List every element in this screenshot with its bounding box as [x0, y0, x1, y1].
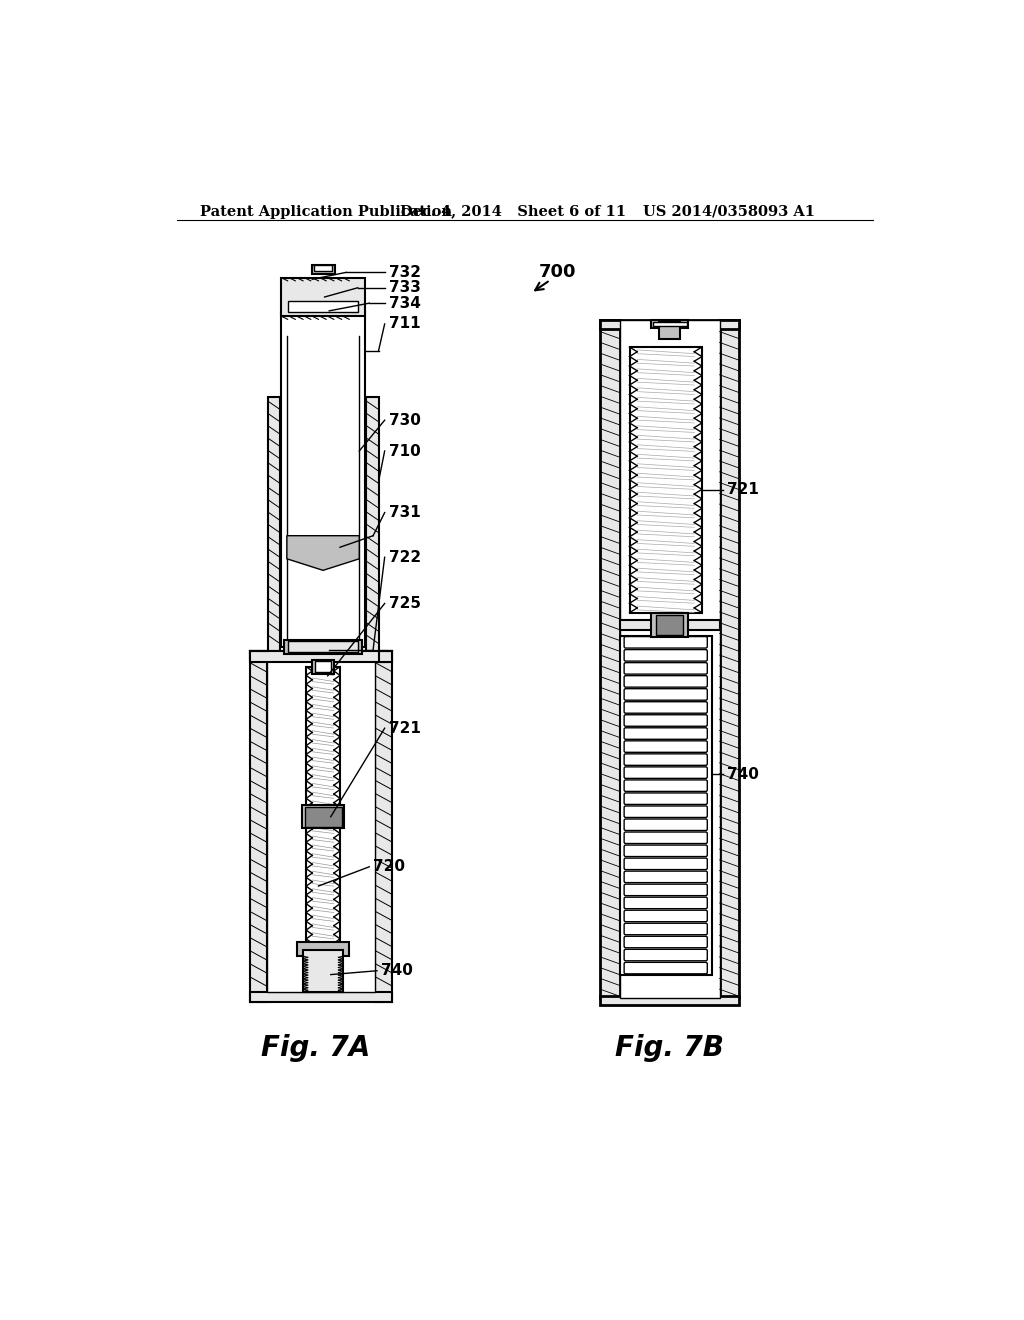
FancyBboxPatch shape [625, 676, 708, 688]
Bar [379, 651, 392, 663]
Bar [630, 347, 701, 612]
FancyBboxPatch shape [625, 807, 708, 817]
Bar [658, 322, 680, 339]
Bar [720, 321, 739, 998]
Bar [303, 950, 343, 991]
Text: 740: 740 [381, 964, 413, 978]
Text: Patent Application Publication: Patent Application Publication [200, 205, 452, 219]
Text: Fig. 7A: Fig. 7A [261, 1034, 370, 1061]
Bar [313, 264, 333, 271]
Text: 740: 740 [727, 767, 759, 781]
Bar [651, 321, 688, 327]
Bar [315, 661, 331, 672]
FancyBboxPatch shape [625, 649, 708, 661]
FancyBboxPatch shape [625, 663, 708, 675]
Bar [655, 615, 683, 635]
Bar [367, 397, 379, 651]
FancyBboxPatch shape [625, 858, 708, 870]
Bar [267, 397, 280, 651]
Bar [600, 321, 620, 998]
Bar [311, 264, 335, 275]
Bar [267, 660, 376, 993]
Bar [600, 321, 739, 330]
Text: 721: 721 [388, 721, 421, 735]
FancyBboxPatch shape [625, 741, 708, 752]
FancyBboxPatch shape [625, 754, 708, 766]
Text: 733: 733 [388, 280, 421, 296]
Text: 700: 700 [539, 264, 577, 281]
FancyBboxPatch shape [625, 793, 708, 804]
FancyBboxPatch shape [625, 714, 708, 726]
FancyBboxPatch shape [625, 911, 708, 921]
Text: 732: 732 [388, 265, 421, 280]
FancyBboxPatch shape [625, 936, 708, 948]
Bar [282, 313, 365, 647]
Bar [651, 612, 688, 638]
Text: 730: 730 [388, 413, 421, 428]
FancyBboxPatch shape [625, 767, 708, 779]
Polygon shape [287, 536, 359, 570]
Bar [620, 636, 712, 974]
Text: Fig. 7B: Fig. 7B [615, 1034, 724, 1061]
FancyBboxPatch shape [625, 727, 708, 739]
Bar [304, 807, 342, 826]
Bar [297, 942, 349, 956]
Text: 734: 734 [388, 296, 421, 310]
FancyBboxPatch shape [625, 818, 708, 830]
Bar [284, 640, 362, 653]
Text: 710: 710 [388, 444, 420, 458]
Bar [600, 997, 739, 1006]
FancyBboxPatch shape [625, 871, 708, 883]
Bar [250, 651, 392, 660]
Bar [376, 651, 392, 1002]
Text: 725: 725 [388, 595, 421, 611]
Text: 731: 731 [388, 506, 420, 520]
Bar [302, 805, 344, 829]
Bar [250, 651, 387, 663]
Bar [288, 301, 358, 313]
Text: 721: 721 [727, 482, 759, 498]
Bar [306, 667, 340, 948]
Bar [312, 660, 334, 675]
Text: US 2014/0358093 A1: US 2014/0358093 A1 [643, 205, 815, 219]
Text: 711: 711 [388, 317, 420, 331]
FancyBboxPatch shape [625, 702, 708, 713]
FancyBboxPatch shape [625, 636, 708, 648]
Bar [620, 620, 720, 630]
FancyBboxPatch shape [625, 832, 708, 843]
FancyBboxPatch shape [625, 898, 708, 908]
Bar [250, 993, 392, 1002]
FancyBboxPatch shape [625, 884, 708, 896]
Bar [652, 322, 686, 326]
FancyBboxPatch shape [625, 845, 708, 857]
Bar [288, 642, 358, 652]
Bar [250, 651, 267, 1002]
Text: Dec. 4, 2014   Sheet 6 of 11: Dec. 4, 2014 Sheet 6 of 11 [400, 205, 627, 219]
Bar [282, 277, 365, 317]
FancyBboxPatch shape [625, 923, 708, 935]
FancyBboxPatch shape [625, 962, 708, 974]
FancyBboxPatch shape [625, 949, 708, 961]
Text: 722: 722 [388, 549, 421, 565]
FancyBboxPatch shape [625, 780, 708, 792]
Text: 720: 720 [373, 859, 406, 874]
FancyBboxPatch shape [625, 689, 708, 700]
Bar [620, 321, 720, 998]
